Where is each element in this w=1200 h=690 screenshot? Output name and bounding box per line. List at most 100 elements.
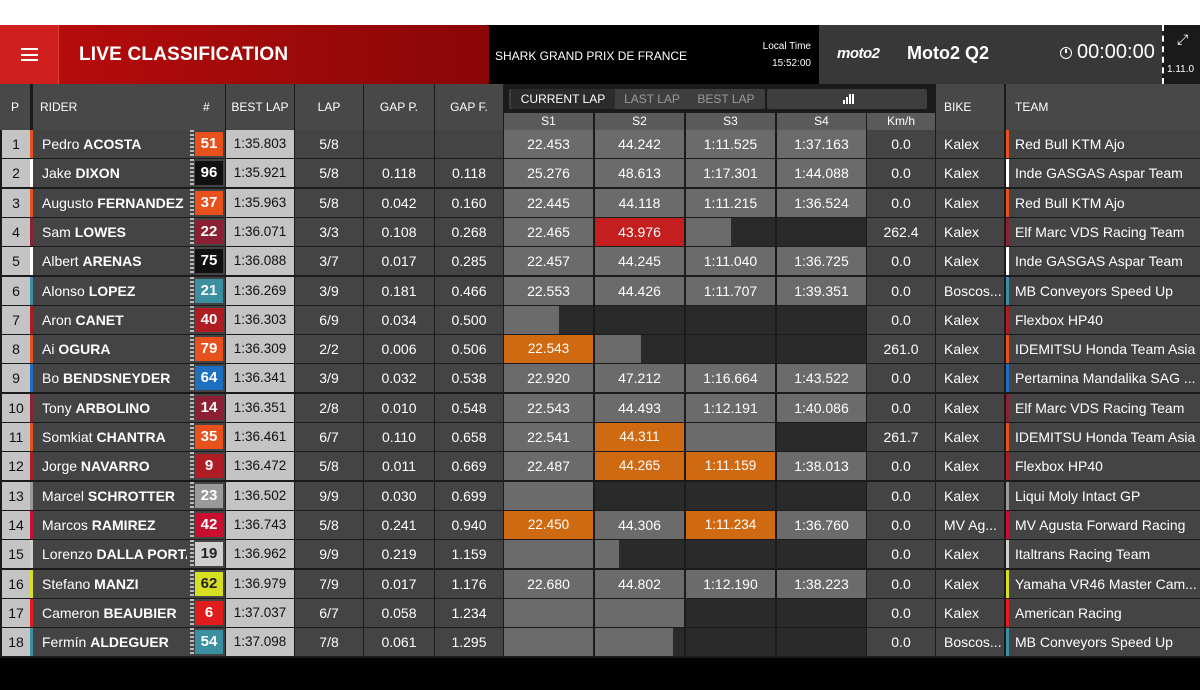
lap-count-cell: 6/7 [295, 423, 363, 451]
team-cell: Yamaha VR46 Master Cam... [1006, 569, 1200, 598]
session-timer: 00:00:00 [1077, 41, 1155, 63]
column-number: # [187, 84, 225, 130]
rider-last-name: ARBOLINO [75, 399, 151, 416]
table-row[interactable]: 6 Alonso LOPEZ 21 1:36.269 3/9 0.181 0.4… [0, 276, 1200, 306]
best-lap-cell: 1:36.962 [226, 540, 294, 569]
dotted-divider [190, 510, 194, 539]
bike-cell: Boscos... [936, 276, 1004, 305]
menu-button[interactable] [0, 25, 59, 84]
table-row[interactable]: 15 Lorenzo DALLA PORTA 19 1:36.962 9/9 0… [0, 540, 1200, 569]
table-row[interactable]: 18 Fermín ALDEGUER 54 1:37.098 7/8 0.061… [0, 628, 1200, 657]
sector-3-cell: 1:17.301 [686, 159, 775, 188]
table-header: P RIDER # BEST LAP LAP GAP P. GAP F. CUR… [0, 84, 1200, 130]
table-row[interactable]: 17 Cameron BEAUBIER 6 1:37.037 6/7 0.058… [0, 598, 1200, 628]
table-row[interactable]: 14 Marcos RAMIREZ 42 1:36.743 5/8 0.241 … [0, 510, 1200, 540]
tab-current-lap[interactable]: CURRENT LAP [511, 89, 615, 109]
rider-name-cell[interactable]: Alonso LOPEZ [33, 276, 187, 305]
lap-count-cell: 6/7 [295, 598, 363, 627]
rider-name-cell[interactable]: Sam LOWES [33, 217, 187, 246]
tab-best-lap[interactable]: BEST LAP [697, 92, 755, 106]
rider-name-cell[interactable]: Jorge NAVARRO [33, 452, 187, 481]
best-lap-cell: 1:36.303 [226, 305, 294, 334]
rider-name-cell[interactable]: Cameron BEAUBIER [33, 598, 187, 627]
column-best-lap: BEST LAP [226, 84, 294, 130]
dotted-divider [190, 540, 194, 569]
rider-name-cell[interactable]: Fermín ALDEGUER [33, 628, 187, 657]
lap-count-cell: 5/8 [295, 452, 363, 481]
rider-name-cell[interactable]: Pedro ACOSTA [33, 130, 187, 158]
sector-2-cell: 44.242 [595, 130, 684, 158]
sector-1-cell [504, 305, 593, 334]
rider-name-cell[interactable]: Stefano MANZI [33, 569, 187, 598]
table-row[interactable]: 2 Jake DIXON 96 1:35.921 5/8 0.118 0.118… [0, 159, 1200, 188]
rider-name-cell[interactable]: Albert ARENAS [33, 247, 187, 276]
event-name: SHARK GRAND PRIX DE FRANCE [495, 49, 688, 63]
rider-name-cell[interactable]: Marcos RAMIREZ [33, 510, 187, 539]
rider-number-badge: 62 [195, 571, 223, 596]
rider-name-cell[interactable]: Jake DIXON [33, 159, 187, 188]
sector-2-cell: 44.311 [595, 423, 684, 451]
bike-cell: Kalex [936, 452, 1004, 481]
table-row[interactable]: 8 Ai OGURA 79 1:36.309 2/2 0.006 0.506 2… [0, 335, 1200, 364]
table-row[interactable]: 13 Marcel SCHROTTER 23 1:36.502 9/9 0.03… [0, 481, 1200, 511]
rider-number-cell: 62 [187, 569, 225, 598]
rider-number-cell: 35 [187, 423, 225, 451]
sector-2-cell: 47.212 [595, 364, 684, 393]
rider-name-cell[interactable]: Aron CANET [33, 305, 187, 334]
sector-2-cell: 44.426 [595, 276, 684, 305]
table-row[interactable]: 7 Aron CANET 40 1:36.303 6/9 0.034 0.500… [0, 305, 1200, 335]
chart-view-button[interactable] [767, 89, 927, 109]
table-row[interactable]: 11 Somkiat CHANTRA 35 1:36.461 6/7 0.110… [0, 423, 1200, 452]
position-cell: 13 [2, 481, 30, 510]
bike-cell: Kalex [936, 130, 1004, 158]
position-cell: 7 [2, 305, 30, 334]
expand-panel: ⤢ 1.11.0 [1162, 25, 1200, 84]
sector-progress-bar [595, 628, 674, 657]
table-row[interactable]: 10 Tony ARBOLINO 14 1:36.351 2/8 0.010 0… [0, 393, 1200, 423]
rider-name-cell[interactable]: Marcel SCHROTTER [33, 481, 187, 510]
rider-first-name: Albert [42, 253, 79, 270]
rider-number-cell: 9 [187, 452, 225, 481]
lap-count-cell: 9/9 [295, 540, 363, 569]
sector-4-cell: 1:40.086 [777, 393, 866, 422]
rider-number-badge: 9 [195, 454, 223, 479]
sector-4-cell [777, 628, 866, 657]
table-row[interactable]: 5 Albert ARENAS 75 1:36.088 3/7 0.017 0.… [0, 247, 1200, 276]
table-row[interactable]: 9 Bo BENDSNEYDER 64 1:36.341 3/9 0.032 0… [0, 364, 1200, 393]
rider-name-cell[interactable]: Tony ARBOLINO [33, 393, 187, 422]
top-margin [0, 0, 1200, 25]
team-color-stripe [1006, 247, 1009, 276]
speed-cell: 0.0 [867, 305, 935, 334]
lap-tabs: CURRENT LAP LAST LAP BEST LAP [509, 89, 765, 109]
gap-prev-cell: 0.058 [364, 598, 434, 627]
gap-prev-cell: 0.011 [364, 452, 434, 481]
team-cell: MB Conveyors Speed Up [1006, 276, 1200, 305]
sector-1-cell: 22.465 [504, 217, 593, 246]
position-cell: 9 [2, 364, 30, 393]
table-row[interactable]: 12 Jorge NAVARRO 9 1:36.472 5/8 0.011 0.… [0, 452, 1200, 481]
tab-last-lap[interactable]: LAST LAP [624, 92, 680, 106]
expand-arrows-icon[interactable]: ⤢ [1177, 31, 1189, 47]
rider-number-badge: 6 [195, 600, 223, 625]
sector-4-cell [777, 481, 866, 510]
rider-name-cell[interactable]: Lorenzo DALLA PORTA [33, 540, 187, 569]
rider-name-cell[interactable]: Ai OGURA [33, 335, 187, 364]
lap-count-cell: 3/9 [295, 276, 363, 305]
rider-name-cell[interactable]: Augusto FERNANDEZ [33, 188, 187, 217]
column-s4: S4 [777, 113, 866, 130]
rider-name-cell[interactable]: Bo BENDSNEYDER [33, 364, 187, 393]
table-row[interactable]: 1 Pedro ACOSTA 51 1:35.803 5/8 22.453 44… [0, 130, 1200, 159]
rider-name-cell[interactable]: Somkiat CHANTRA [33, 423, 187, 451]
sector-3-cell: 1:11.525 [686, 130, 775, 158]
table-row[interactable]: 3 Augusto FERNANDEZ 37 1:35.963 5/8 0.04… [0, 188, 1200, 218]
rider-number-badge: 79 [195, 337, 223, 362]
best-lap-cell: 1:36.502 [226, 481, 294, 510]
best-lap-cell: 1:36.309 [226, 335, 294, 364]
rider-number-badge: 42 [195, 512, 223, 537]
sector-1-cell: 22.553 [504, 276, 593, 305]
table-row[interactable]: 4 Sam LOWES 22 1:36.071 3/3 0.108 0.268 … [0, 217, 1200, 247]
sector-1-cell: 22.541 [504, 423, 593, 451]
manufacturer-stripe [30, 481, 34, 510]
bike-cell: Kalex [936, 481, 1004, 510]
table-row[interactable]: 16 Stefano MANZI 62 1:36.979 7/9 0.017 1… [0, 569, 1200, 599]
